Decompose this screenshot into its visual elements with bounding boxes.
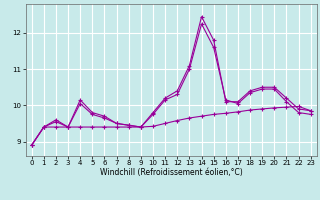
X-axis label: Windchill (Refroidissement éolien,°C): Windchill (Refroidissement éolien,°C) xyxy=(100,168,243,177)
